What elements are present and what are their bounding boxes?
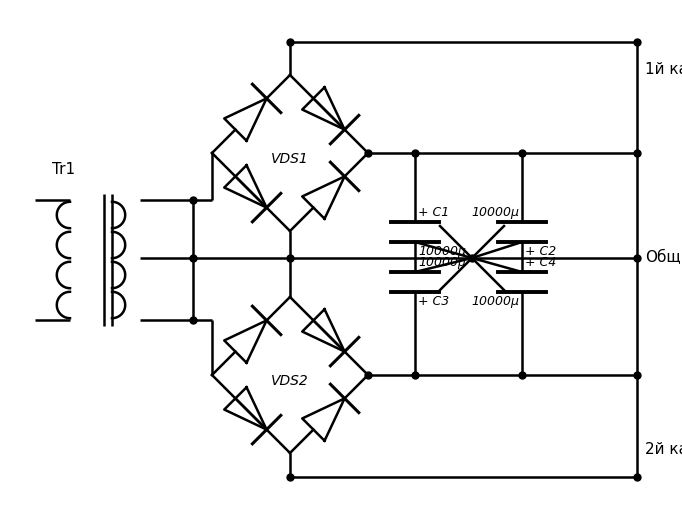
Text: 10000μ: 10000μ bbox=[418, 245, 466, 258]
Text: VDS2: VDS2 bbox=[271, 374, 309, 388]
Text: 10000μ: 10000μ bbox=[471, 206, 519, 219]
Text: VDS1: VDS1 bbox=[271, 152, 309, 166]
Text: + C4: + C4 bbox=[525, 256, 557, 269]
Text: + C2: + C2 bbox=[525, 245, 557, 258]
Text: + C3: + C3 bbox=[418, 295, 449, 308]
Text: 2й канал: 2й канал bbox=[645, 442, 682, 457]
Text: 10000μ: 10000μ bbox=[471, 295, 519, 308]
Text: Tr1: Tr1 bbox=[52, 162, 75, 177]
Text: 10000μ: 10000μ bbox=[418, 256, 466, 269]
Text: + C1: + C1 bbox=[418, 206, 449, 219]
Text: Общий: Общий bbox=[645, 251, 682, 266]
Text: 1й канал: 1й канал bbox=[645, 63, 682, 78]
